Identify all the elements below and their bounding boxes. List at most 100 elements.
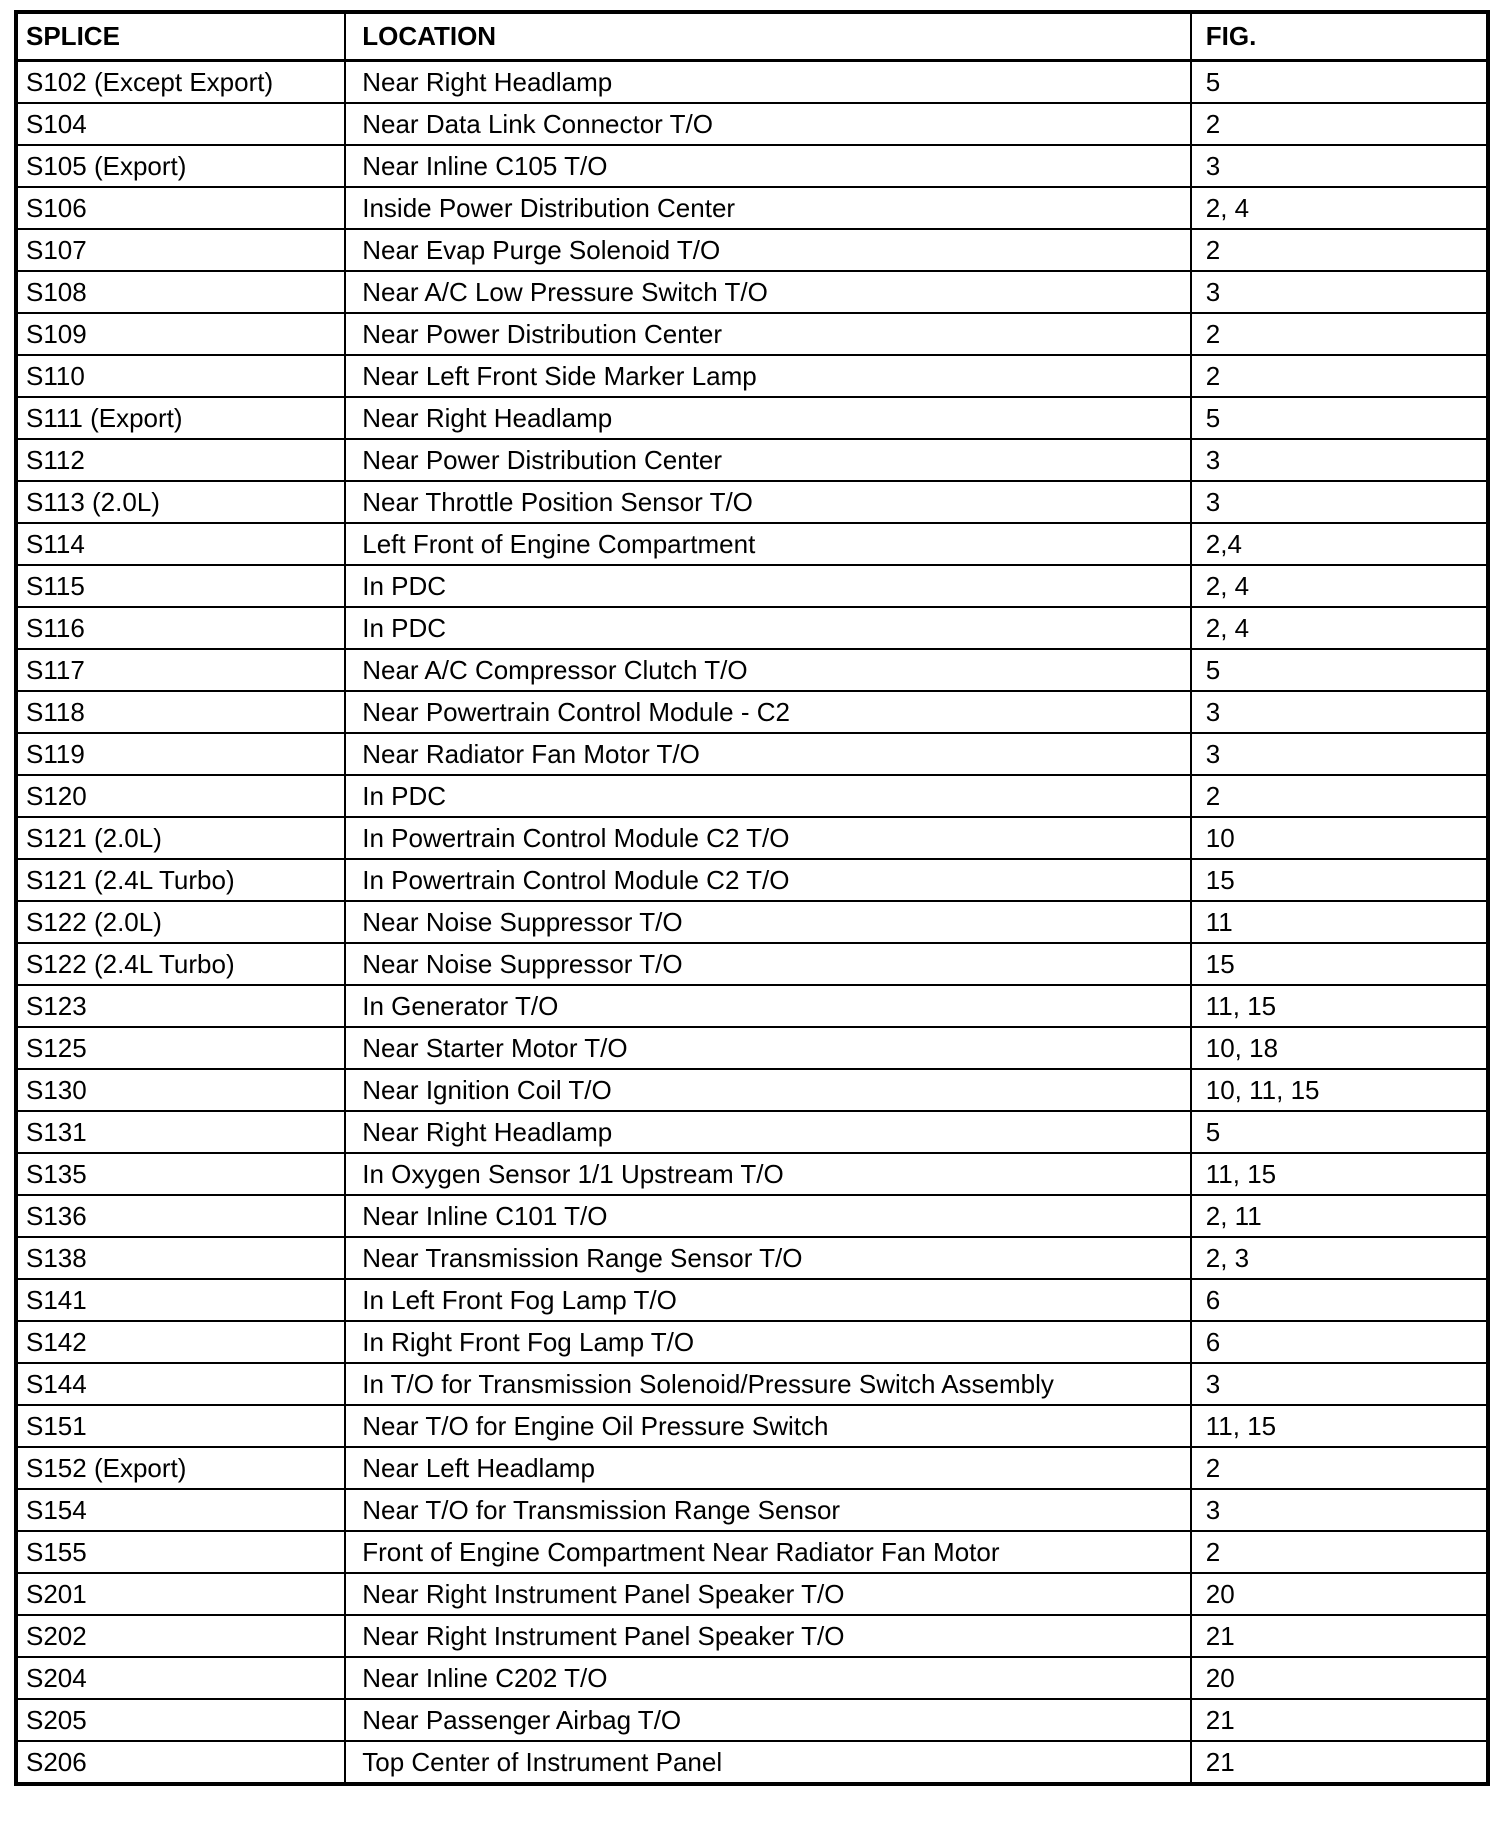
splice-cell: S136 [14, 1194, 347, 1238]
location-cell: Near Inline C105 T/O [344, 144, 1192, 188]
table-row: S109 Near Power Distribution Center 2 [14, 312, 1490, 356]
fig-cell: 2 [1189, 1530, 1490, 1574]
splice-cell: S142 [14, 1320, 347, 1364]
location-cell: Near Transmission Range Sensor T/O [344, 1236, 1192, 1280]
table-row: S204 Near Inline C202 T/O 20 [14, 1656, 1490, 1700]
table-row: S205 Near Passenger Airbag T/O 21 [14, 1698, 1490, 1742]
splice-cell: S115 [14, 564, 347, 608]
table-row: S105 (Export) Near Inline C105 T/O 3 [14, 144, 1490, 188]
splice-cell: S122 (2.4L Turbo) [14, 942, 347, 986]
splice-cell: S112 [14, 438, 347, 482]
fig-cell: 5 [1189, 396, 1490, 440]
splice-cell: S206 [14, 1740, 347, 1785]
fig-cell: 2, 4 [1189, 606, 1490, 650]
location-cell: In Powertrain Control Module C2 T/O [344, 858, 1192, 902]
splice-cell: S154 [14, 1488, 347, 1532]
location-cell: Near Noise Suppressor T/O [344, 900, 1192, 944]
table-row: S121 (2.0L) In Powertrain Control Module … [14, 816, 1490, 860]
fig-cell: 21 [1189, 1698, 1490, 1742]
splice-cell: S141 [14, 1278, 347, 1322]
fig-cell: 3 [1189, 438, 1490, 482]
fig-cell: 11 [1189, 900, 1490, 944]
splice-cell: S130 [14, 1068, 347, 1112]
splice-cell: S110 [14, 354, 347, 398]
header-splice: SPLICE [14, 11, 347, 62]
table-row: S108 Near A/C Low Pressure Switch T/O 3 [14, 270, 1490, 314]
location-cell: In Powertrain Control Module C2 T/O [344, 816, 1192, 860]
fig-cell: 10 [1189, 816, 1490, 860]
table-row: S106 Inside Power Distribution Center 2, 4 [14, 186, 1490, 230]
location-cell: In PDC [344, 774, 1192, 818]
fig-cell: 3 [1189, 690, 1490, 734]
splice-cell: S118 [14, 690, 347, 734]
fig-cell: 2 [1189, 228, 1490, 272]
location-cell: In Left Front Fog Lamp T/O [344, 1278, 1192, 1322]
location-cell: Near T/O for Transmission Range Sensor [344, 1488, 1192, 1532]
table-row: S122 (2.4L Turbo) Near Noise Suppressor T… [14, 942, 1490, 986]
location-cell: Near A/C Compressor Clutch T/O [344, 648, 1192, 692]
table-row: S116 In PDC 2, 4 [14, 606, 1490, 650]
location-cell: Near Inline C202 T/O [344, 1656, 1192, 1700]
splice-cell: S121 (2.4L Turbo) [14, 858, 347, 902]
fig-cell: 15 [1189, 858, 1490, 902]
splice-cell: S106 [14, 186, 347, 230]
location-cell: Near Right Instrument Panel Speaker T/O [344, 1572, 1192, 1616]
splice-cell: S123 [14, 984, 347, 1028]
table-row: S154 Near T/O for Transmission Range Sens… [14, 1488, 1490, 1532]
location-cell: Near Radiator Fan Motor T/O [344, 732, 1192, 776]
splice-cell: S107 [14, 228, 347, 272]
splice-cell: S144 [14, 1362, 347, 1406]
splice-cell: S205 [14, 1698, 347, 1742]
table-row: S201 Near Right Instrument Panel Speaker … [14, 1572, 1490, 1616]
fig-cell: 6 [1189, 1278, 1490, 1322]
table-row: S118 Near Powertrain Control Module - C2 3 [14, 690, 1490, 734]
location-cell: Near A/C Low Pressure Switch T/O [344, 270, 1192, 314]
fig-cell: 2 [1189, 102, 1490, 146]
splice-cell: S152 (Export) [14, 1446, 347, 1490]
location-cell: Near Passenger Airbag T/O [344, 1698, 1192, 1742]
header-location: LOCATION [344, 11, 1192, 62]
splice-location-table: SPLICE LOCATION FIG. S102 (Except Export… [14, 10, 1490, 1786]
fig-cell: 11, 15 [1189, 984, 1490, 1028]
fig-cell: 5 [1189, 1110, 1490, 1154]
fig-cell: 20 [1189, 1656, 1490, 1700]
fig-cell: 21 [1189, 1740, 1490, 1785]
location-cell: Near Power Distribution Center [344, 438, 1192, 482]
splice-cell: S102 (Except Export) [14, 59, 347, 104]
table-row: S125 Near Starter Motor T/O 10, 18 [14, 1026, 1490, 1070]
location-cell: In PDC [344, 564, 1192, 608]
location-cell: In T/O for Transmission Solenoid/Pressur… [344, 1362, 1192, 1406]
fig-cell: 5 [1189, 648, 1490, 692]
splice-cell: S204 [14, 1656, 347, 1700]
location-cell: Near Ignition Coil T/O [344, 1068, 1192, 1112]
location-cell: Near Right Instrument Panel Speaker T/O [344, 1614, 1192, 1658]
fig-cell: 2 [1189, 774, 1490, 818]
table-row: S141 In Left Front Fog Lamp T/O 6 [14, 1278, 1490, 1322]
table-row: S138 Near Transmission Range Sensor T/O 2,… [14, 1236, 1490, 1280]
splice-cell: S122 (2.0L) [14, 900, 347, 944]
splice-cell: S131 [14, 1110, 347, 1154]
fig-cell: 20 [1189, 1572, 1490, 1616]
table-row: S102 (Except Export) Near Right Headlamp 5 [14, 59, 1490, 104]
splice-cell: S105 (Export) [14, 144, 347, 188]
table-row: S206 Top Center of Instrument Panel 21 [14, 1740, 1490, 1785]
splice-cell: S113 (2.0L) [14, 480, 347, 524]
table-row: S155 Front of Engine Compartment Near Rad… [14, 1530, 1490, 1574]
table-row: S120 In PDC 2 [14, 774, 1490, 818]
location-cell: Near Right Headlamp [344, 1110, 1192, 1154]
splice-cell: S135 [14, 1152, 347, 1196]
table-row: S144 In T/O for Transmission Solenoid/Pre… [14, 1362, 1490, 1406]
fig-cell: 3 [1189, 732, 1490, 776]
fig-cell: 3 [1189, 1488, 1490, 1532]
location-cell: Near Right Headlamp [344, 59, 1192, 104]
fig-cell: 5 [1189, 59, 1490, 104]
location-cell: Front of Engine Compartment Near Radiato… [344, 1530, 1192, 1574]
location-cell: Inside Power Distribution Center [344, 186, 1192, 230]
location-cell: Top Center of Instrument Panel [344, 1740, 1192, 1785]
table-row: S131 Near Right Headlamp 5 [14, 1110, 1490, 1154]
location-cell: In Generator T/O [344, 984, 1192, 1028]
fig-cell: 2, 3 [1189, 1236, 1490, 1280]
splice-cell: S114 [14, 522, 347, 566]
location-cell: Left Front of Engine Compartment [344, 522, 1192, 566]
table-row: S119 Near Radiator Fan Motor T/O 3 [14, 732, 1490, 776]
